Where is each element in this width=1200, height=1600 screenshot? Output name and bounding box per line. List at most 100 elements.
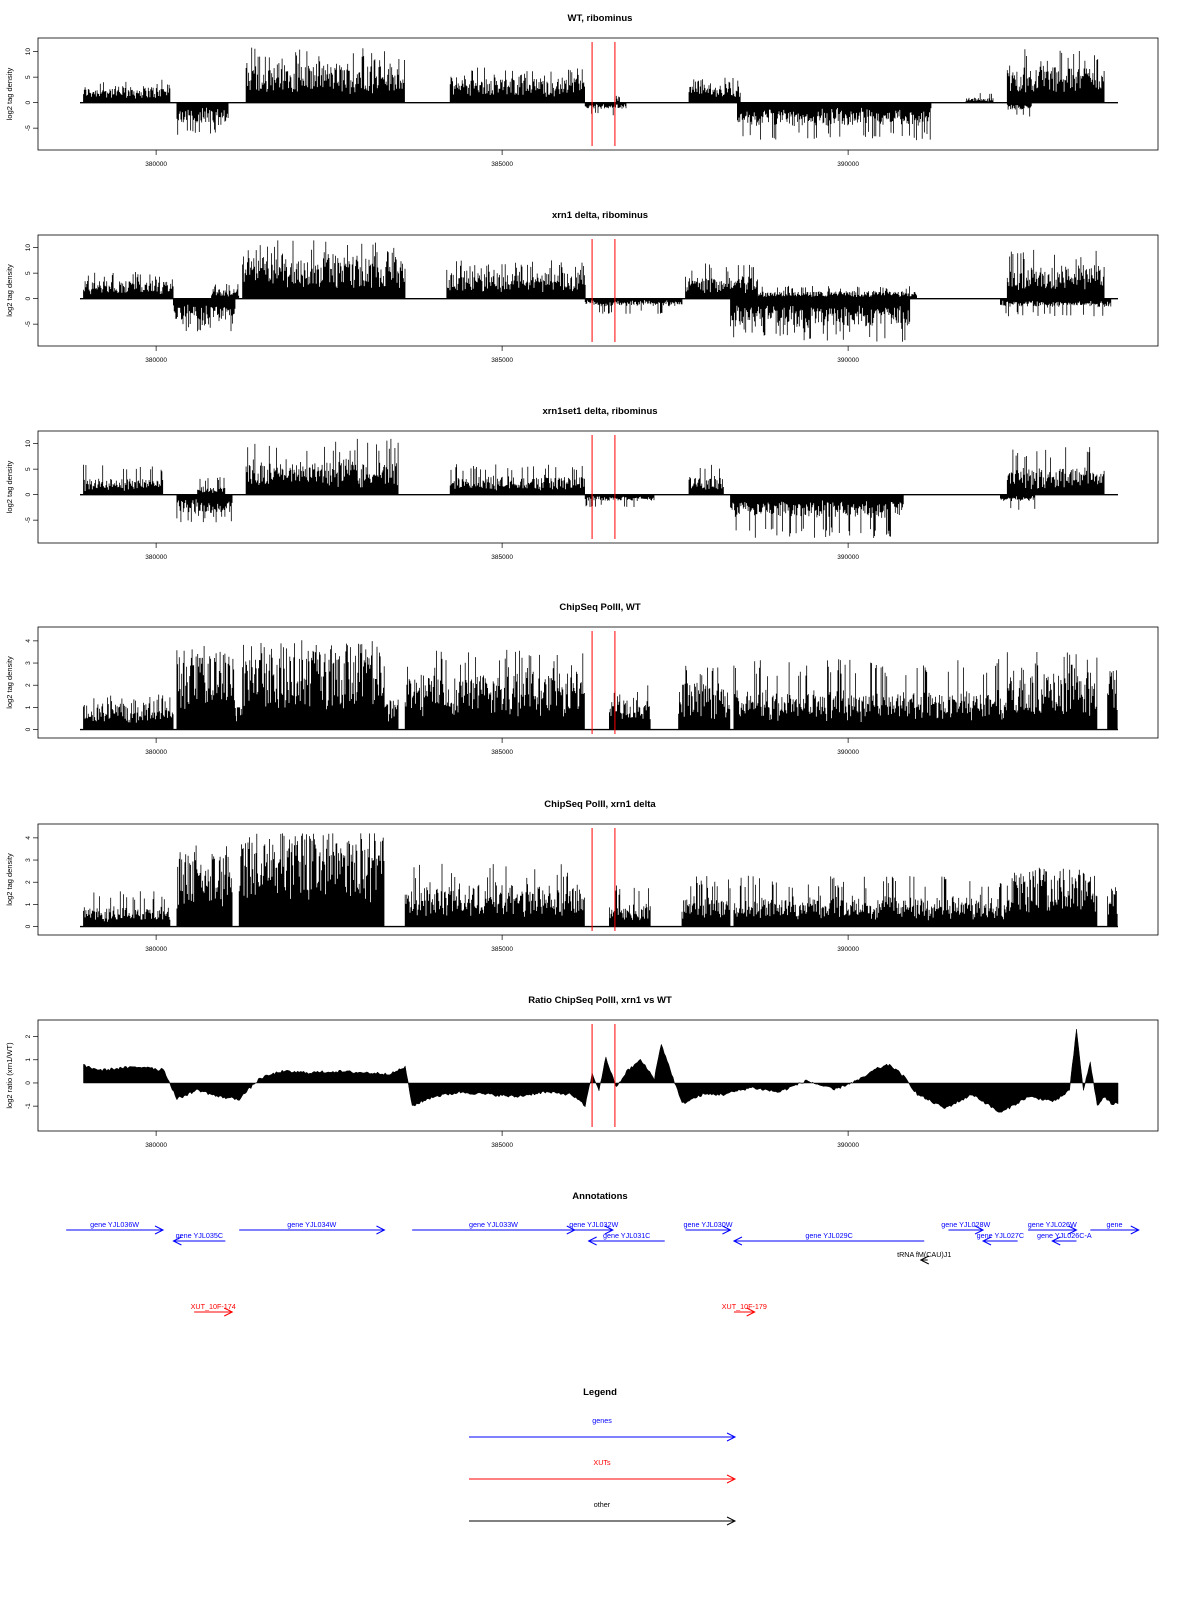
signal-segment	[757, 285, 917, 299]
y-tick-label: 4	[25, 836, 32, 840]
y-tick-label: -5	[25, 125, 32, 131]
arrow-head	[722, 1225, 732, 1235]
x-tick-label: 390000	[837, 749, 859, 756]
y-tick-label: -1	[25, 1103, 32, 1109]
genes-label: gene YJL034W	[287, 1220, 336, 1229]
plot-frame	[37, 430, 1159, 544]
y-tick-label: 5	[25, 467, 32, 471]
signal-bars	[83, 694, 174, 730]
xuts-feature	[194, 1307, 234, 1317]
signal-segment	[404, 863, 585, 927]
signal-segment	[730, 298, 911, 342]
x-tick-label: 385000	[491, 1142, 513, 1149]
signal-bars	[176, 646, 236, 730]
y-tick-label: 3	[25, 661, 32, 665]
signal-bars	[681, 876, 731, 927]
signal-segment	[584, 494, 655, 507]
signal-segment	[1000, 494, 1036, 510]
genes-feature	[1051, 1236, 1077, 1246]
arrow-head	[376, 1225, 386, 1235]
x-axis: 380000 385000 390000	[145, 543, 859, 561]
signal-bars	[1006, 867, 1098, 927]
signal-segment	[173, 298, 236, 332]
signal-bars	[730, 298, 911, 342]
x-tick-label: 385000	[491, 946, 513, 953]
y-tick-label: 4	[25, 639, 32, 643]
signal-segment	[737, 102, 932, 141]
y-tick-label: 5	[25, 75, 32, 79]
y-tick-label: -5	[25, 517, 32, 523]
signal-segment	[176, 494, 233, 523]
signal-bars	[449, 464, 585, 495]
y-axis: -5 0 5 10 log2 tag density	[5, 48, 38, 131]
signal-bars	[965, 93, 994, 103]
panel-title: xrn1set1 delta, ribominus	[542, 406, 657, 417]
signal-segment	[197, 477, 226, 495]
signal-segment	[449, 464, 585, 495]
arrow-head	[919, 1255, 930, 1265]
signal-bars	[176, 102, 229, 135]
legend-label: XUTs	[593, 1458, 611, 1467]
y-axis-label: log2 tag density	[5, 853, 14, 906]
signal-segment	[449, 67, 585, 103]
legend-title: Legend	[583, 1387, 617, 1398]
signal-bars	[1107, 670, 1118, 730]
arrow-head	[1068, 1225, 1078, 1235]
x-axis: 380000 385000 390000	[145, 935, 859, 953]
x-axis: 380000 385000 390000	[145, 346, 859, 364]
signal-segment	[965, 93, 994, 103]
signal-segment	[609, 885, 651, 927]
signal-bars	[1006, 49, 1105, 103]
y-axis-label: log2 tag density	[5, 656, 14, 709]
data-layer	[83, 1029, 1119, 1113]
arrow-head	[746, 1307, 756, 1317]
signal-bars	[584, 102, 627, 116]
signal-segment	[384, 699, 399, 730]
x-tick-label: 380000	[145, 357, 167, 364]
signal-bars	[245, 47, 405, 103]
x-tick-label: 390000	[837, 357, 859, 364]
signal-bars	[737, 102, 932, 141]
signal-bars	[730, 494, 904, 538]
genes-label: gene	[1107, 1220, 1123, 1229]
y-tick-label: 10	[25, 48, 32, 56]
x-axis: 380000 385000 390000	[145, 150, 859, 168]
legend-item-xuts	[469, 1474, 737, 1484]
legend-label: genes	[592, 1416, 612, 1425]
signal-bars	[1000, 298, 1112, 317]
arrow-head	[981, 1236, 992, 1246]
xuts-feature	[733, 1307, 756, 1317]
genes-label: gene YJL033W	[469, 1220, 518, 1229]
y-axis: -5 0 5 10 log2 tag density	[5, 440, 38, 523]
signal-segment	[609, 685, 651, 730]
x-tick-label: 385000	[491, 357, 513, 364]
y-tick-label: 2	[25, 880, 32, 884]
signal-bars	[1107, 887, 1118, 927]
y-axis-label: log2 ratio (xrn1/WT)	[5, 1042, 14, 1109]
genes-feature	[239, 1225, 386, 1235]
y-tick-label: 10	[25, 440, 32, 448]
signal-bars	[757, 285, 917, 299]
signal-segment	[211, 284, 240, 299]
plot-frame	[37, 234, 1159, 347]
x-tick-label: 385000	[491, 749, 513, 756]
signal-segment	[238, 833, 385, 927]
signal-bars	[176, 845, 233, 927]
signal-bars	[235, 707, 243, 730]
legend-item-other	[469, 1516, 737, 1526]
signal-bars	[242, 240, 406, 299]
signal-segment	[685, 263, 758, 299]
signal-segment	[176, 102, 229, 135]
signal-segment	[1006, 447, 1105, 495]
y-axis: -1 0 1 2 log2 ratio (xrn1/WT)	[5, 1034, 38, 1109]
y-tick-label: 0	[25, 100, 32, 104]
y-axis: 0 1 2 3 4 log2 tag density	[5, 836, 38, 928]
plot-frame	[37, 823, 1159, 936]
signal-segment	[242, 240, 406, 299]
arrow-head	[726, 1516, 737, 1526]
plot-frame	[37, 37, 1159, 151]
signal-bars	[83, 79, 171, 103]
signal-bars	[384, 699, 399, 730]
x-tick-label: 380000	[145, 946, 167, 953]
signal-segment	[83, 694, 174, 730]
